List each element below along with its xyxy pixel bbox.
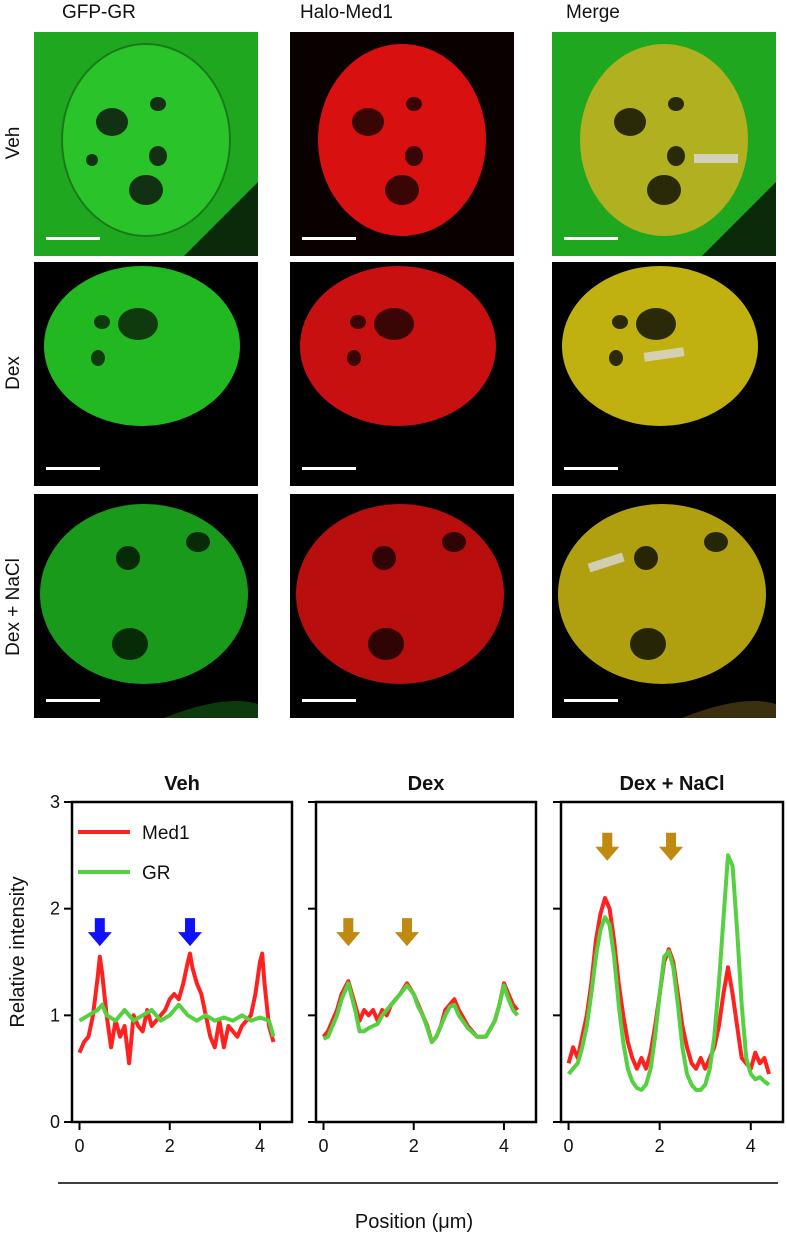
x-tick-label: 0 [75,1136,85,1156]
scale-bar [302,237,356,240]
peak-arrow-icon [659,832,684,861]
micrograph-veh-merge [552,32,776,256]
x-tick-label: 2 [655,1136,665,1156]
y-tick-label: 1 [50,1005,60,1025]
row-label-veh: Veh [3,126,24,160]
micrograph-dex-nacl-merge [552,494,776,718]
plot-frame [70,800,294,1124]
peak-arrow-icon [87,918,112,947]
x-tick-label: 2 [165,1136,175,1156]
y-tick-label: 3 [50,792,60,812]
chart-title: Dex + NaCl [619,773,724,795]
column-header-halo-med1: Halo-Med1 [300,2,393,23]
chart-dex: Dex 0 2 4 [308,773,538,1156]
y-axis-label: Relative intensity [7,876,29,1027]
micrograph-dex-merge [552,262,776,486]
x-tick-label: 4 [499,1136,509,1156]
x-tick-label: 0 [564,1136,574,1156]
row-label-dex-nacl: Dex + NaCl [3,558,24,656]
scale-bar [564,699,618,702]
peak-arrow-icon [178,918,203,947]
peak-arrow-icon [394,918,419,947]
chart-dex-nacl: Dex + NaCl 0 2 4 [553,773,785,1156]
legend-label-gr: GR [142,863,171,884]
plot-frame [314,800,538,1124]
x-tick-label: 2 [409,1136,419,1156]
series-line-med1 [77,951,276,1066]
plot-frame [559,800,785,1124]
scale-bar [564,237,618,240]
micrograph-dex-nacl-halo-med1 [290,494,514,718]
scale-bar [46,467,100,470]
y-tick-label: 0 [50,1112,60,1132]
x-tick-label: 0 [319,1136,329,1156]
scale-bar [46,699,100,702]
chart-title: Dex [408,773,445,795]
scale-bar [302,699,356,702]
x-tick-label: 4 [255,1136,265,1156]
chart-veh: Veh 0 1 2 3 0 2 4 Med1 GR [50,773,294,1156]
row-label-dex: Dex [3,356,24,390]
x-axis-label: Position (μm) [355,1211,473,1233]
series-line-gr [322,981,520,1044]
line-profile-charts: Relative intensity Position (μm) Veh 0 1 2 3… [7,773,785,1233]
micrograph-veh-gfp-gr [34,32,258,256]
x-tick-label: 4 [746,1136,756,1156]
series-line-med1 [566,896,771,1075]
series-line-gr [78,1002,276,1038]
chart-title: Veh [164,773,200,795]
micrograph-dex-nacl-gfp-gr [34,494,258,718]
scale-bar [46,237,100,240]
y-tick-label: 2 [50,899,60,919]
peak-arrow-icon [595,832,620,861]
micrograph-dex-halo-med1 [290,262,514,486]
scale-bar [302,467,356,470]
scale-bar [564,467,618,470]
peak-arrow-icon [336,918,361,947]
micrograph-veh-halo-med1 [290,32,514,256]
column-header-merge: Merge [566,2,620,23]
column-header-gfp-gr: GFP-GR [62,2,136,23]
series-line-gr [567,853,771,1092]
legend-label-med1: Med1 [142,823,190,844]
micrograph-dex-gfp-gr [34,262,258,486]
